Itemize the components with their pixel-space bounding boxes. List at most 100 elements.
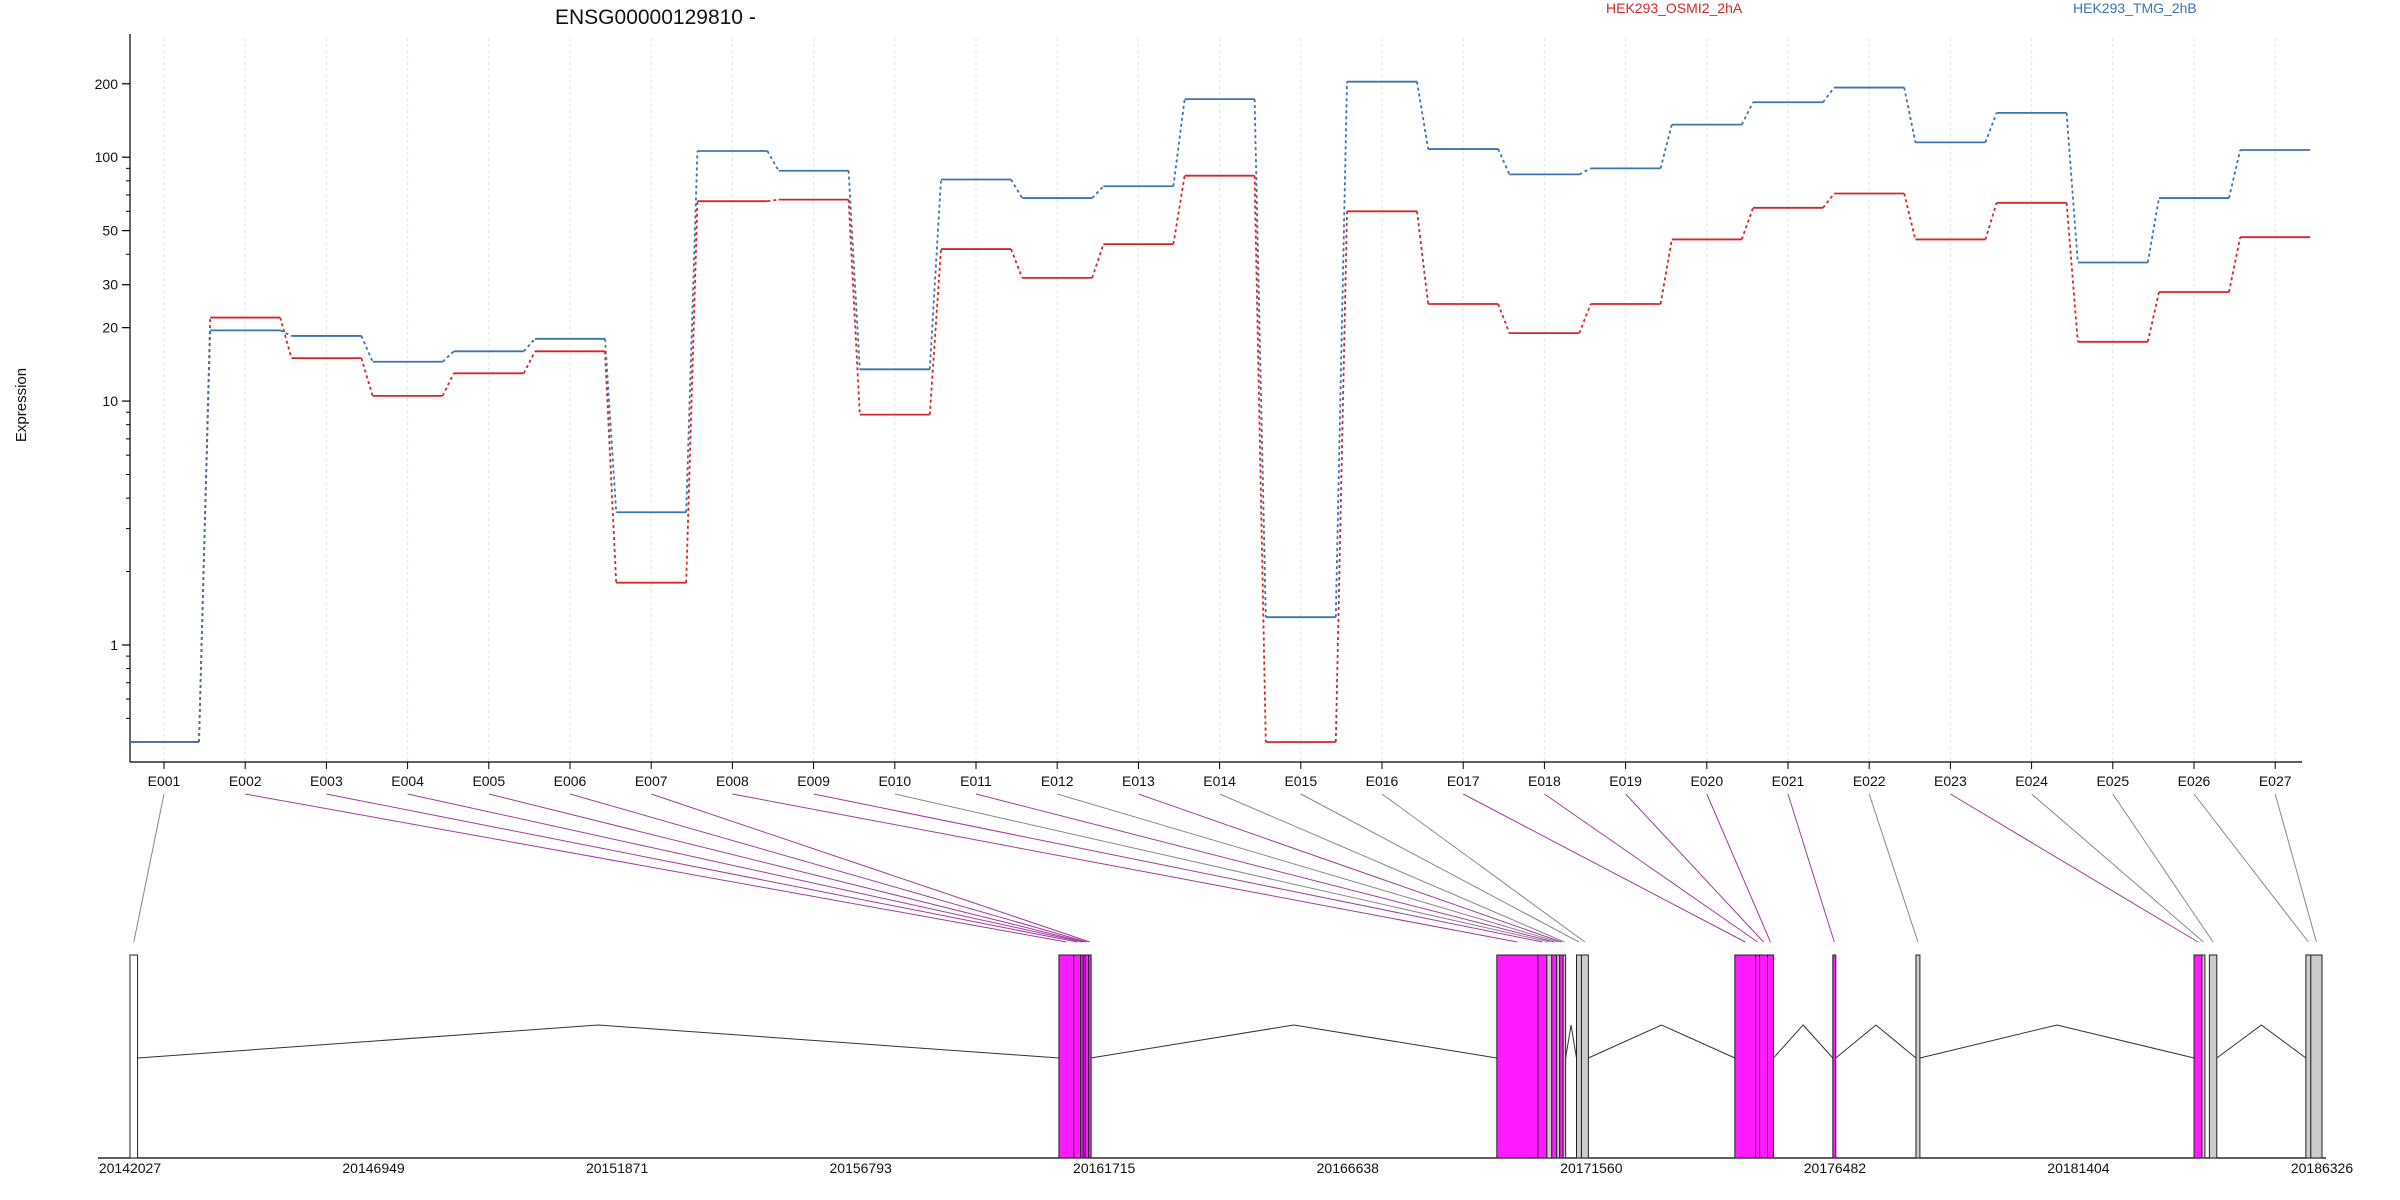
genome-coordinate-label: 20156793 — [830, 1160, 893, 1176]
connector-line-e023 — [1950, 793, 2199, 943]
legend-entry-osmi2: HEK293_OSMI2_2hA — [1606, 0, 1743, 16]
x-tick-label-e017: E017 — [1447, 773, 1480, 789]
y-tick-label-200: 200 — [95, 76, 119, 92]
series-hek293-tmg-2hb-transition — [1740, 101, 1754, 126]
series-hek293-tmg-2hb-transition — [1334, 81, 1348, 618]
series-hek293-tmg-2hb-transition — [1578, 167, 1592, 176]
connector-line-e002 — [245, 793, 1067, 943]
connector-line-e009 — [813, 793, 1543, 943]
x-tick-label-e021: E021 — [1772, 773, 1805, 789]
connector-line-e006 — [569, 793, 1088, 943]
connector-line-e013 — [1138, 793, 1562, 943]
series-hek293-osmi2-2ha-transition — [279, 317, 293, 359]
exon-box-e024 — [2201, 954, 2206, 1159]
series-hek293-osmi2-2ha-transition — [1903, 193, 1917, 240]
x-tick-label-e001: E001 — [148, 773, 181, 789]
connector-line-e026 — [2193, 793, 2309, 943]
x-tick-label-e026: E026 — [2178, 773, 2211, 789]
series-hek293-osmi2-2ha-transition — [1822, 192, 1835, 209]
connector-line-e015 — [1300, 793, 1580, 943]
x-tick-label-e016: E016 — [1366, 773, 1399, 789]
intron-arc — [1773, 1024, 1834, 1059]
genome-coordinate-label: 20146949 — [342, 1160, 405, 1176]
connector-line-e014 — [1219, 793, 1565, 943]
series-hek293-tmg-2hb-transition — [198, 330, 212, 743]
series-hek293-osmi2-2ha-transition — [1984, 202, 1998, 240]
x-tick-label-e008: E008 — [716, 773, 749, 789]
connector-line-e004 — [407, 793, 1083, 943]
series-hek293-tmg-2hb-transition — [1172, 99, 1186, 187]
y-tick-label-30: 30 — [102, 277, 118, 293]
series-hek293-osmi2-2ha-transition — [441, 372, 455, 397]
genome-coordinate-label: 20186326 — [2291, 1160, 2354, 1176]
genome-coordinate-label: 20181404 — [2047, 1160, 2110, 1176]
series-hek293-osmi2-2ha-transition — [1416, 211, 1430, 305]
series-hek293-osmi2-2ha-transition — [360, 357, 374, 397]
intron-arc — [137, 1024, 1059, 1059]
series-hek293-tmg-2hb-transition — [279, 329, 292, 337]
connector-line-e016 — [1381, 793, 1586, 943]
series-hek293-tmg-2hb-transition — [685, 150, 699, 513]
exon-box-e017 — [1734, 954, 1757, 1159]
exon-box-e016 — [1580, 954, 1589, 1159]
x-tick-label-e020: E020 — [1690, 773, 1723, 789]
chart-title: ENSG00000129810 - — [555, 6, 756, 29]
connector-line-e011 — [975, 793, 1555, 943]
series-hek293-tmg-2hb-transition — [2228, 149, 2242, 199]
intron-arc — [1588, 1024, 1736, 1059]
y-tick-label-10: 10 — [102, 393, 118, 409]
intron-arc — [1565, 1024, 1577, 1059]
connector-line-e024 — [2031, 793, 2204, 943]
x-tick-label-e003: E003 — [310, 773, 343, 789]
connector-line-e019 — [1625, 793, 1764, 943]
x-tick-label-e006: E006 — [554, 773, 587, 789]
x-tick-label-e014: E014 — [1203, 773, 1236, 789]
exon-box-e025 — [2208, 954, 2218, 1159]
connector-line-e018 — [1544, 793, 1758, 943]
intron-arc — [1919, 1024, 2195, 1059]
exon-box-e018 — [1755, 954, 1761, 1159]
exon-box-e003 — [1073, 954, 1082, 1159]
exon-box-e022 — [1915, 954, 1921, 1159]
x-tick-label-e002: E002 — [229, 773, 262, 789]
series-hek293-osmi2-2ha-transition — [604, 351, 618, 583]
y-tick-label-100: 100 — [95, 149, 119, 165]
series-hek293-osmi2-2ha-transition — [928, 249, 942, 415]
series-hek293-tmg-2hb-transition — [441, 350, 455, 363]
series-hek293-tmg-2hb-transition — [2146, 197, 2160, 263]
exon-box-e014 — [1562, 954, 1567, 1159]
series-hek293-osmi2-2ha-transition — [767, 198, 779, 203]
x-tick-label-e027: E027 — [2259, 773, 2292, 789]
x-tick-label-e012: E012 — [1041, 773, 1074, 789]
exon-box-e007 — [1088, 954, 1092, 1159]
exon-connector-lines — [133, 793, 2317, 943]
series-hek293-osmi2-2ha-transition — [1172, 175, 1186, 245]
series-hek293-tmg-2hb-transition — [1010, 179, 1023, 199]
exon-box-e027 — [2310, 954, 2323, 1159]
series-hek293-osmi2-2ha-transition — [1253, 175, 1267, 743]
y-tick-label-20: 20 — [102, 320, 118, 336]
series-hek293-tmg-2hb-transition — [1416, 81, 1430, 150]
series-hek293-tmg-2hb-transition — [1253, 99, 1267, 618]
intron-arc — [1835, 1024, 1917, 1059]
exon-box-e023 — [2193, 954, 2203, 1159]
series-hek293-tmg-2hb — [129, 80, 2311, 743]
series-hek293-osmi2-2ha-transition — [2065, 202, 2079, 342]
exon-box-e010 — [1546, 954, 1553, 1159]
connector-line-e005 — [488, 793, 1085, 943]
series-hek293-tmg-2hb-transition — [928, 179, 942, 370]
series-hek293-tmg-2hb-transition — [1984, 112, 1998, 143]
series-hek293-tmg-2hb-transition — [1091, 185, 1105, 199]
series-hek293-tmg-2hb-transition — [2065, 112, 2079, 263]
exon-box-e015 — [1576, 954, 1582, 1159]
connector-line-e003 — [326, 793, 1078, 943]
exon-box-e013 — [1559, 954, 1564, 1159]
y-tick-label-50: 50 — [102, 223, 118, 239]
connector-line-e020 — [1706, 793, 1771, 943]
exon-box-e020 — [1767, 954, 1774, 1159]
exon-box-e001 — [129, 954, 139, 1159]
series-hek293-osmi2-2ha-transition — [1010, 248, 1024, 279]
series-hek293-osmi2-2ha-transition — [1497, 303, 1511, 334]
genome-coordinate-label: 20161715 — [1073, 1160, 1136, 1176]
